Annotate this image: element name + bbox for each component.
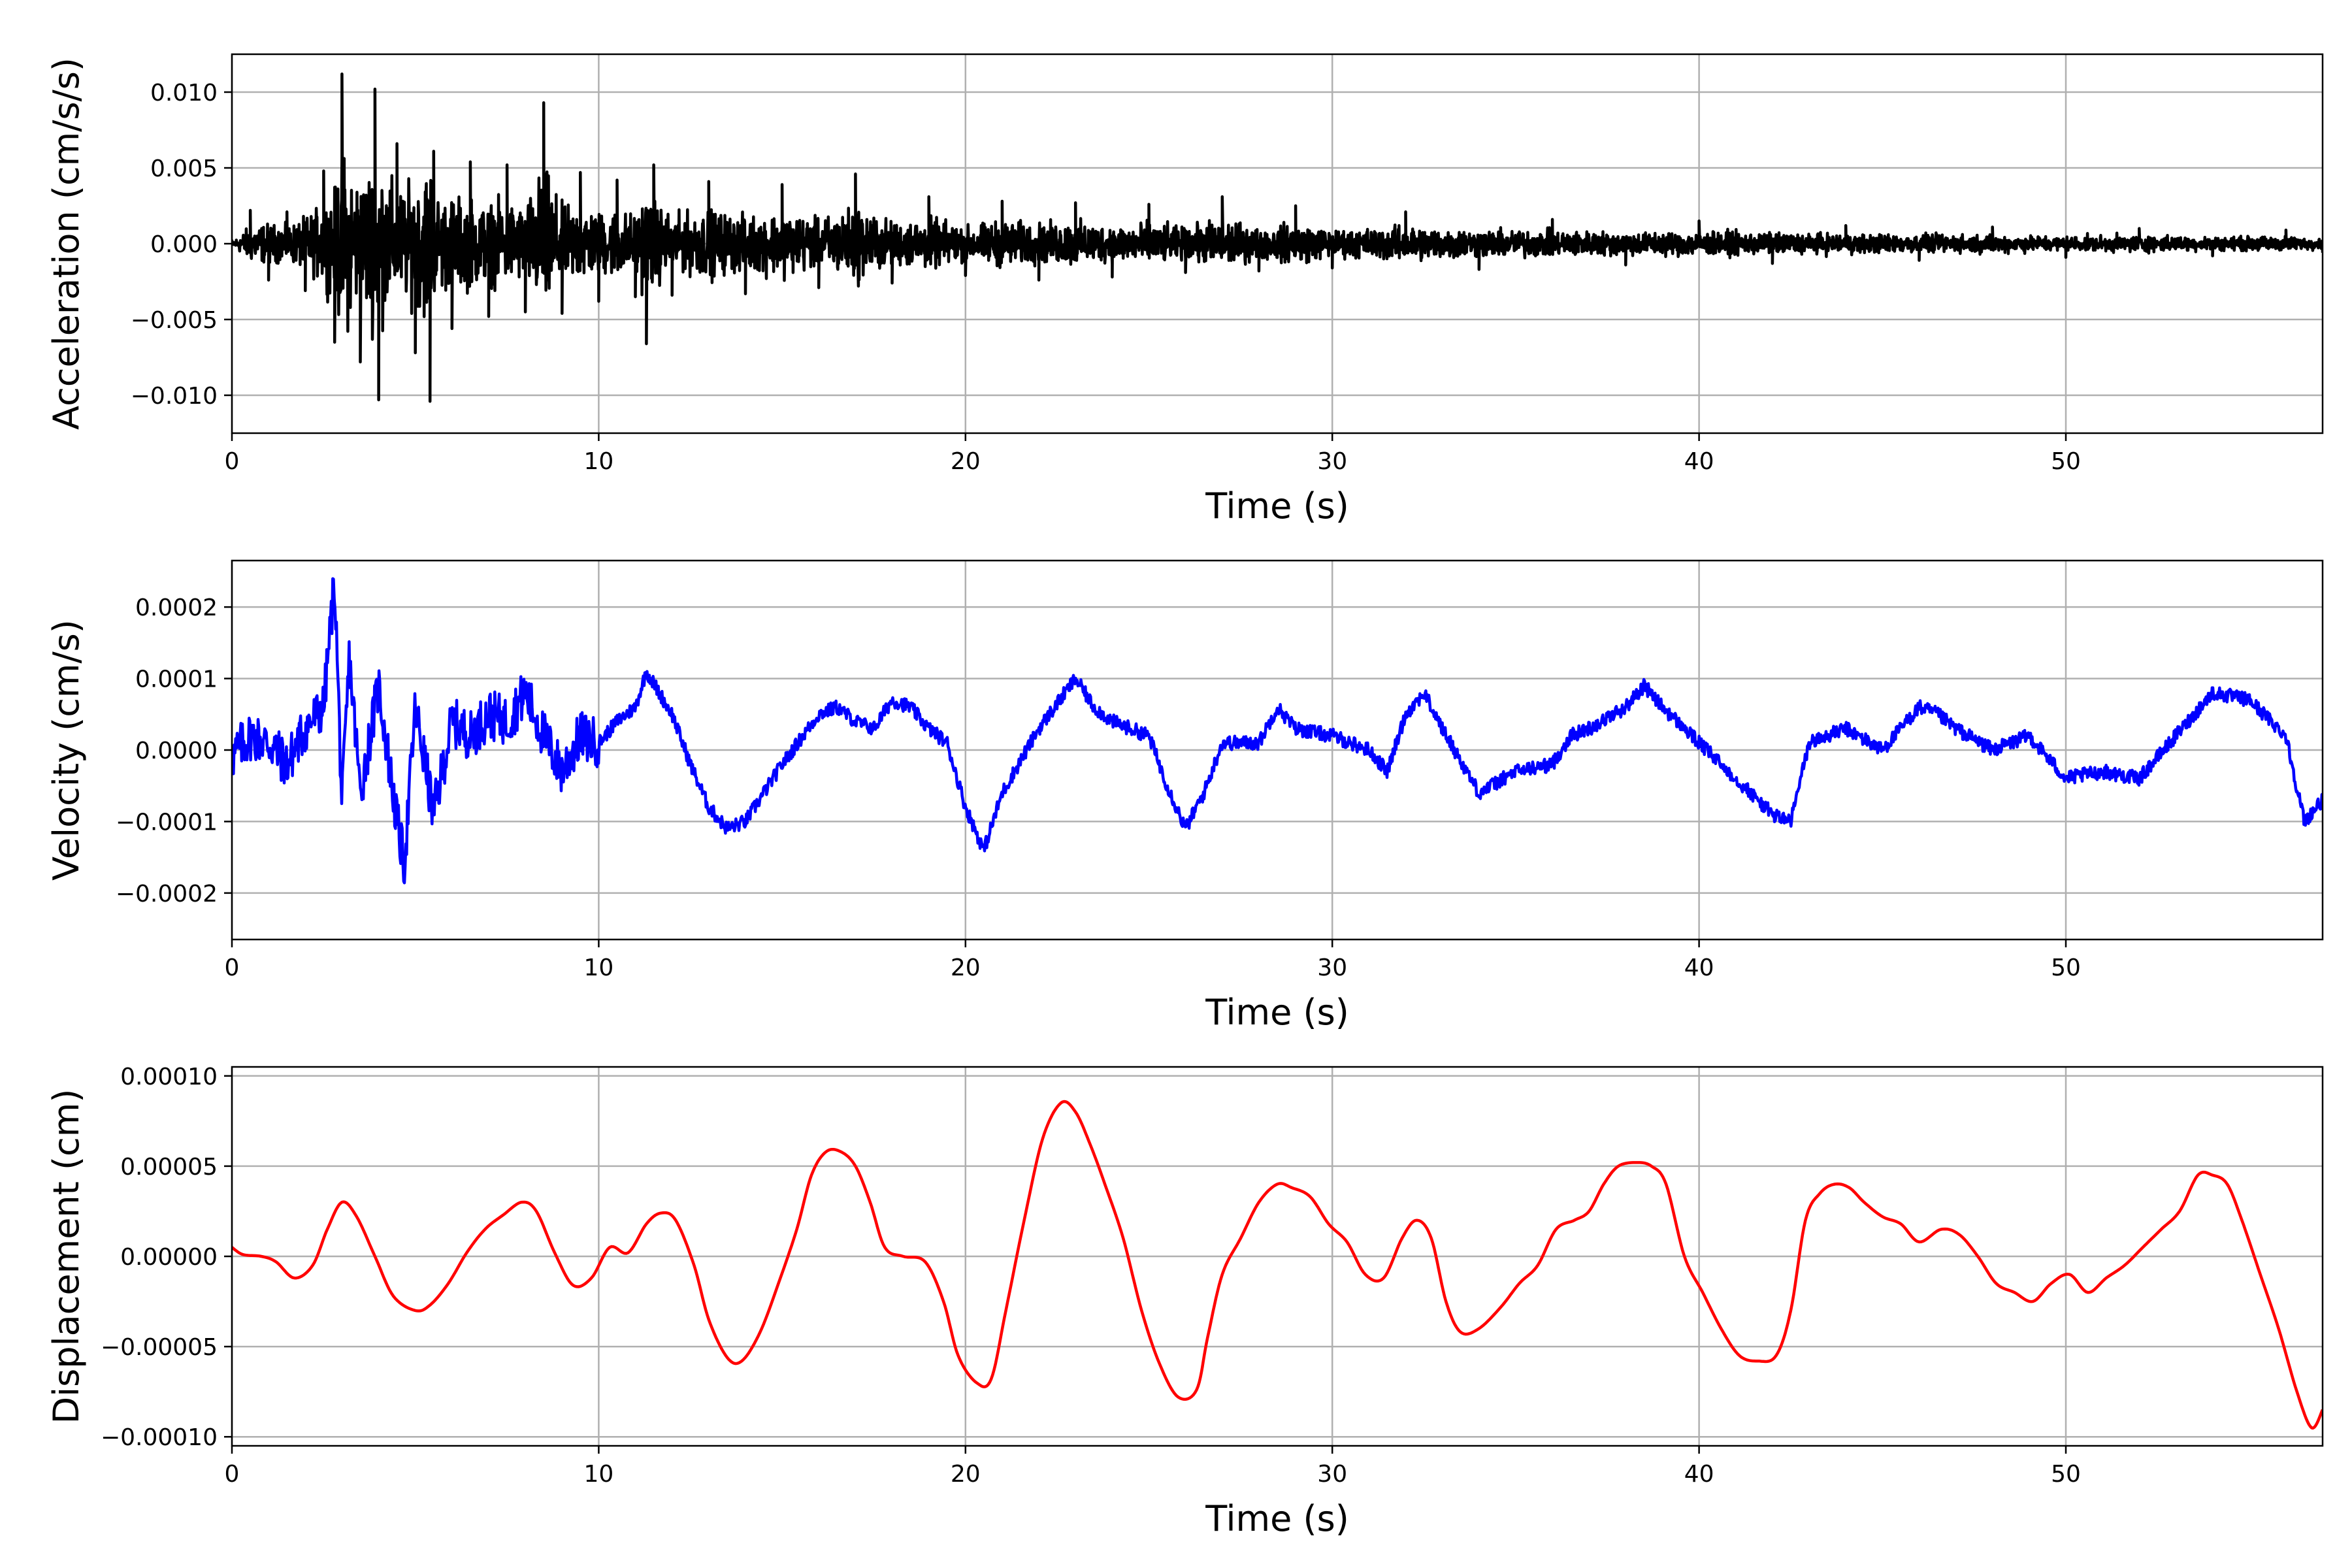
x-tick-label: 0 (225, 448, 240, 475)
y-tick-label: 0.00010 (120, 1064, 218, 1090)
x-tick-label: 40 (1684, 448, 1714, 475)
y-tick-label: −0.00010 (101, 1424, 218, 1451)
y-tick-label: 0.000 (150, 231, 218, 258)
x-tick-label: 0 (225, 955, 240, 981)
y-tick-label: −0.00005 (101, 1334, 218, 1361)
x-tick-label: 40 (1684, 1461, 1714, 1488)
x-tick-label: 30 (1317, 1461, 1347, 1488)
chart-panel-1: 0 10 20 30 40 50 −0.0002 −0.0001 0.0000 0.0001 0.0… (46, 559, 2324, 1033)
y-tick-label: 0.0002 (135, 595, 218, 621)
x-tick-label: 10 (583, 955, 613, 981)
x-tick-label: 30 (1317, 448, 1347, 475)
x-tick-label: 40 (1684, 955, 1714, 981)
x-tick-label: 50 (2051, 448, 2081, 475)
x-tick-label: 20 (951, 955, 981, 981)
y-tick-label: 0.0000 (135, 738, 218, 764)
series-line-2 (232, 1100, 2323, 1430)
y-axis-label: Acceleration (cm/s/s) (46, 57, 87, 430)
chart-panel-2: 0 10 20 30 40 50 −0.00010 −0.00005 0.00000 0.0000… (46, 1064, 2324, 1539)
y-tick-label: 0.00000 (120, 1244, 218, 1271)
y-tick-label: −0.005 (131, 307, 218, 334)
y-axis-label: Displacement (cm) (46, 1089, 87, 1424)
x-tick-label: 10 (583, 448, 613, 475)
x-axis-label: Time (s) (1205, 485, 1349, 527)
x-axis-label: Time (s) (1205, 1498, 1349, 1539)
y-tick-label: 0.0001 (135, 666, 218, 693)
x-tick-label: 0 (225, 1461, 240, 1488)
x-tick-label: 30 (1317, 955, 1347, 981)
y-axis-label: Velocity (cm/s) (46, 619, 87, 881)
x-axis-label: Time (s) (1205, 992, 1349, 1033)
chart-panel-0: 0 10 20 30 40 50 −0.010 −0.005 0.000 0.005 0.010 Ti… (46, 53, 2324, 527)
y-tick-label: −0.010 (131, 383, 218, 410)
x-tick-label: 50 (2051, 955, 2081, 981)
series-line-0 (232, 72, 2323, 403)
y-tick-label: 0.010 (150, 80, 218, 106)
series-line-1 (232, 577, 2323, 885)
y-tick-label: −0.0002 (116, 881, 218, 907)
y-tick-label: −0.0001 (116, 809, 218, 836)
panels: 0 10 20 30 40 50 −0.010 −0.005 0.000 0.005 0.010 Ti… (46, 53, 2324, 1539)
y-tick-label: 0.00005 (120, 1154, 218, 1181)
x-tick-label: 20 (951, 448, 981, 475)
x-tick-label: 20 (951, 1461, 981, 1488)
y-tick-label: 0.005 (150, 155, 218, 182)
x-tick-label: 50 (2051, 1461, 2081, 1488)
x-tick-label: 10 (583, 1461, 613, 1488)
